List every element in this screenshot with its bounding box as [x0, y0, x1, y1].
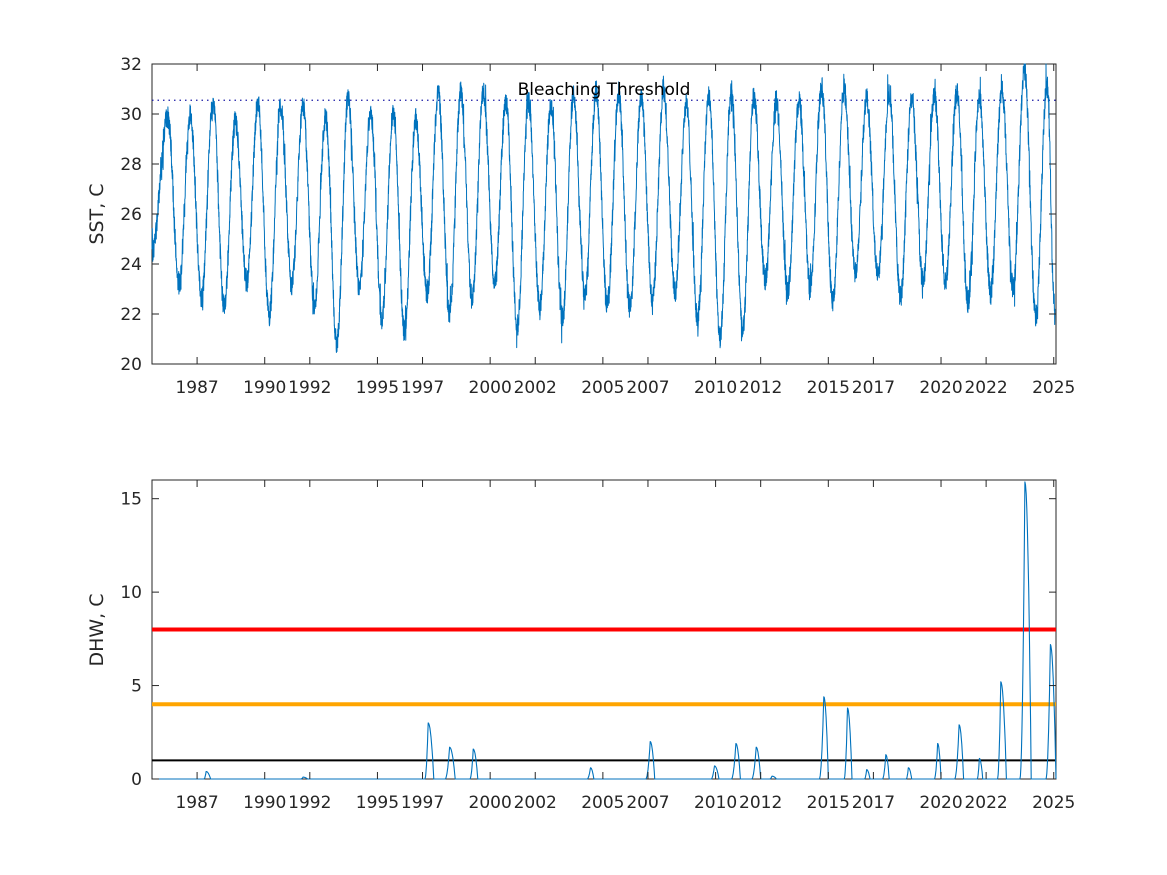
dhw-y-axis: 0 5 10 15 [120, 490, 1056, 790]
dhw-xtick-label: 2000 [469, 793, 512, 813]
dhw-x-axis: 1987 1990 1992 1995 1997 2000 2002 2005 2007 2010… [175, 480, 1075, 813]
sst-y-axis: 20 22 24 26 28 30 32 [120, 55, 1056, 375]
sst-xtick-label: 1997 [401, 378, 444, 398]
sst-ytick-label: 26 [120, 205, 142, 225]
dhw-reference-lines-group [152, 627, 1056, 762]
sst-xtick-label: 2012 [739, 378, 782, 398]
dhw-series-group [152, 481, 1057, 780]
sst-xtick-label: 2025 [1032, 378, 1075, 398]
dhw-xtick-label: 1990 [243, 793, 286, 813]
sst-xtick-label: 2022 [964, 378, 1007, 398]
sst-axes-box [151, 63, 1057, 365]
dhw-xtick-label: 1987 [175, 793, 218, 813]
sst-ytick-label: 24 [120, 255, 142, 275]
dhw-xtick-label: 2010 [694, 793, 737, 813]
sst-xtick-label: 2020 [919, 378, 962, 398]
dhw-xtick-label: 2005 [581, 793, 624, 813]
dhw-xtick-label: 2017 [852, 793, 895, 813]
sst-ytick-label: 22 [120, 305, 142, 325]
dhw-xtick-label: 2025 [1032, 793, 1075, 813]
sst-xtick-label: 2007 [626, 378, 669, 398]
sst-xtick-label: 2015 [807, 378, 850, 398]
sst-xtick-label: 2000 [469, 378, 512, 398]
dhw-xtick-label: 2002 [514, 793, 557, 813]
dhw-xtick-label: 1992 [288, 793, 331, 813]
dhw-xtick-label: 2012 [739, 793, 782, 813]
dhw-xtick-label: 1995 [356, 793, 399, 813]
bleaching-threshold-label: Bleaching Threshold [518, 80, 691, 100]
dhw-xtick-label: 2020 [919, 793, 962, 813]
sst-ytick-label: 30 [120, 105, 142, 125]
dhw-ytick-label: 10 [120, 583, 142, 603]
sst-xtick-label: 1992 [288, 378, 331, 398]
sst-ytick-label: 32 [120, 55, 142, 75]
dhw-xtick-label: 2022 [964, 793, 1007, 813]
sst-xtick-label: 1995 [356, 378, 399, 398]
dhw-xtick-label: 1997 [401, 793, 444, 813]
sst-xtick-label: 2005 [581, 378, 624, 398]
sst-ytick-label: 20 [120, 355, 142, 375]
sst-y-axis-label: SST, C [86, 183, 108, 244]
sst-xtick-label: 2017 [852, 378, 895, 398]
sst-xtick-label: 1987 [175, 378, 218, 398]
sst-series-group [151, 63, 1056, 353]
sst-xtick-label: 2010 [694, 378, 737, 398]
dhw-xtick-label: 2007 [626, 793, 669, 813]
dhw-series-line [152, 481, 1057, 780]
sst-series-line [151, 63, 1056, 353]
dhw-y-axis-label: DHW, C [86, 593, 108, 666]
sst-ytick-label: 28 [120, 155, 142, 175]
dhw-xtick-label: 2015 [807, 793, 850, 813]
dhw-ytick-label: 0 [131, 770, 142, 790]
dhw-ytick-label: 5 [131, 677, 142, 697]
sst-x-axis: 1987 1990 1992 1995 1997 2000 2002 2005 2007 2010… [175, 64, 1075, 398]
sst-xtick-label: 2002 [514, 378, 557, 398]
sst-xtick-label: 1990 [243, 378, 286, 398]
dhw-ytick-label: 15 [120, 490, 142, 510]
